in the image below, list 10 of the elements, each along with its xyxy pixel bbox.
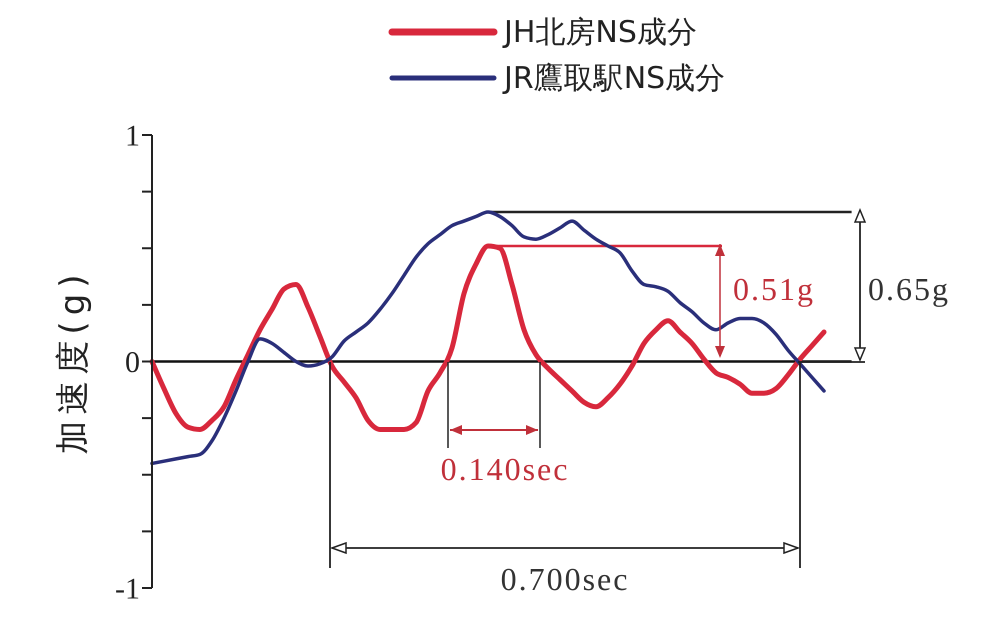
y-axis-title: 加速度(g) — [53, 268, 94, 455]
text: 0.65g — [868, 271, 950, 307]
annotation: 0.700sec — [500, 561, 630, 597]
y-tick-label: 1 — [125, 120, 140, 153]
legend-label: JH北房NS成分 — [504, 14, 697, 52]
y-tick-label: -1 — [115, 572, 140, 606]
legend-label: JR鷹取駅NS成分 — [504, 60, 726, 98]
annotation: 0.51g — [733, 271, 815, 307]
annotation: 0.140sec — [440, 451, 570, 487]
y-tick-label: 0 — [125, 346, 140, 380]
